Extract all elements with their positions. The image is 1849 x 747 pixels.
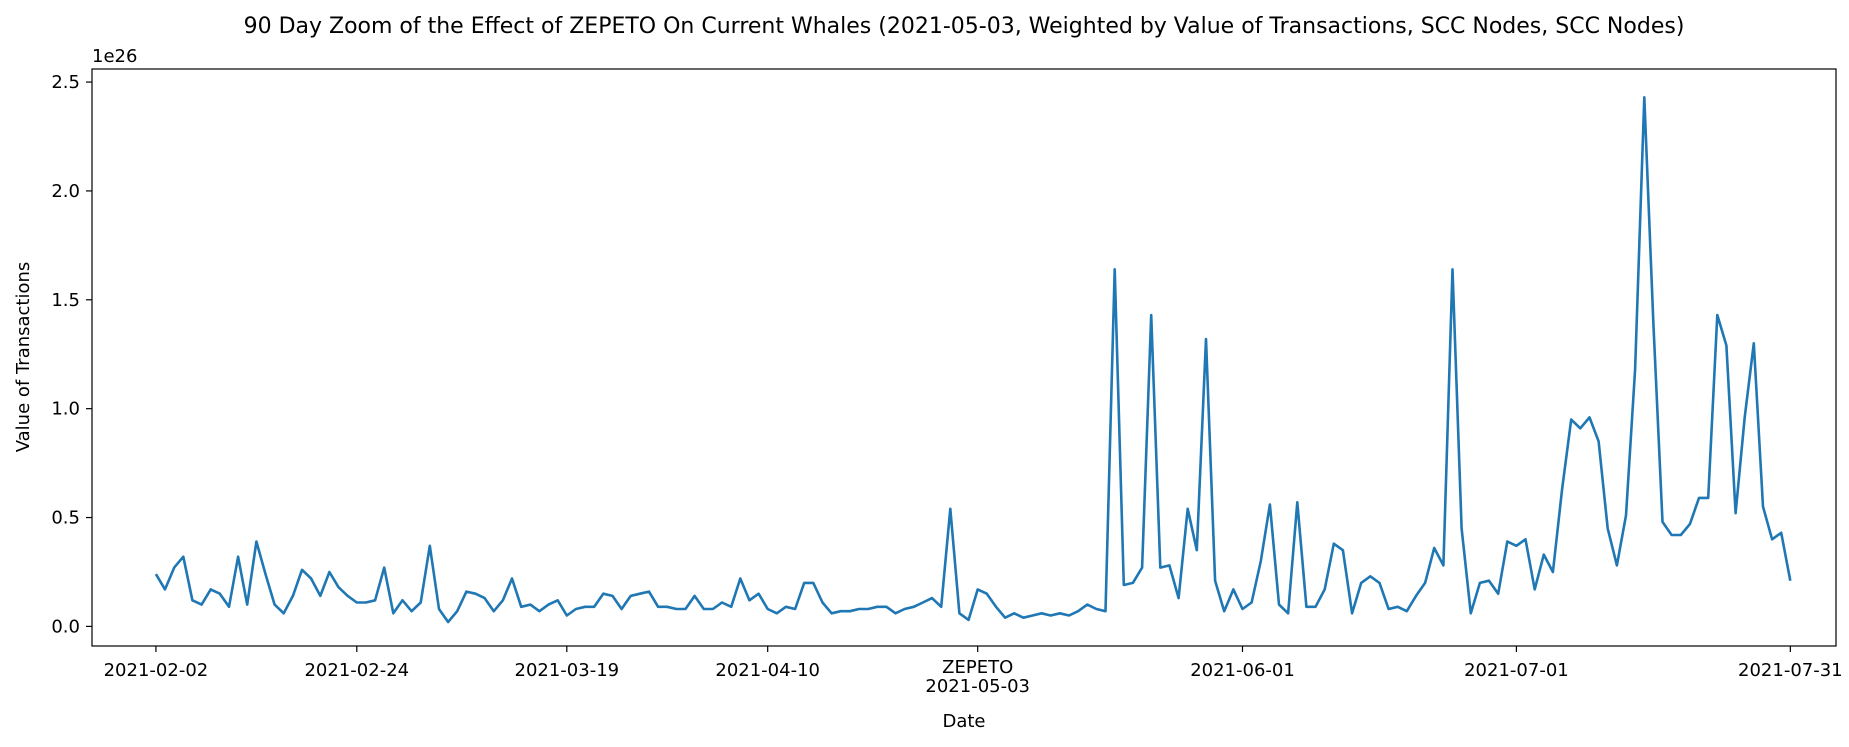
y-tick-label: 1.5 [51,290,80,311]
y-axis-label: Value of Transactions [13,262,34,453]
x-axis-label: Date [942,711,985,732]
series-line [154,96,1792,624]
x-tick-label: 2021-06-01 [1190,660,1295,681]
x-tick-label: 2021-05-03 [925,676,1030,697]
x-tick-label: 2021-07-01 [1464,660,1569,681]
chart-title: 90 Day Zoom of the Effect of ZEPETO On C… [244,14,1685,39]
x-tick-label: 2021-03-19 [515,660,620,681]
x-tick-label: 2021-02-02 [104,660,209,681]
y-tick-label: 1.0 [51,399,80,420]
y-multiplier-label: 1e26 [92,46,137,67]
x-axis: 2021-02-02 2021-02-24 2021-03-19 2021-04-10… [104,646,1843,697]
x-tick-label: 2021-04-10 [715,660,820,681]
plot-frame [91,68,1837,647]
y-tick-label: 2.5 [51,72,80,93]
y-tick-label: 0.0 [51,616,80,637]
y-tick-label: 2.0 [51,181,80,202]
y-axis: 0.0 0.5 1.0 1.5 2.0 2.5 [51,72,92,637]
x-tick-label: 2021-02-24 [304,660,409,681]
y-tick-label: 0.5 [51,508,80,529]
x-tick-label: 2021-07-31 [1738,660,1843,681]
plot-area [154,96,1792,624]
event-label: ZEPETO [942,657,1013,678]
